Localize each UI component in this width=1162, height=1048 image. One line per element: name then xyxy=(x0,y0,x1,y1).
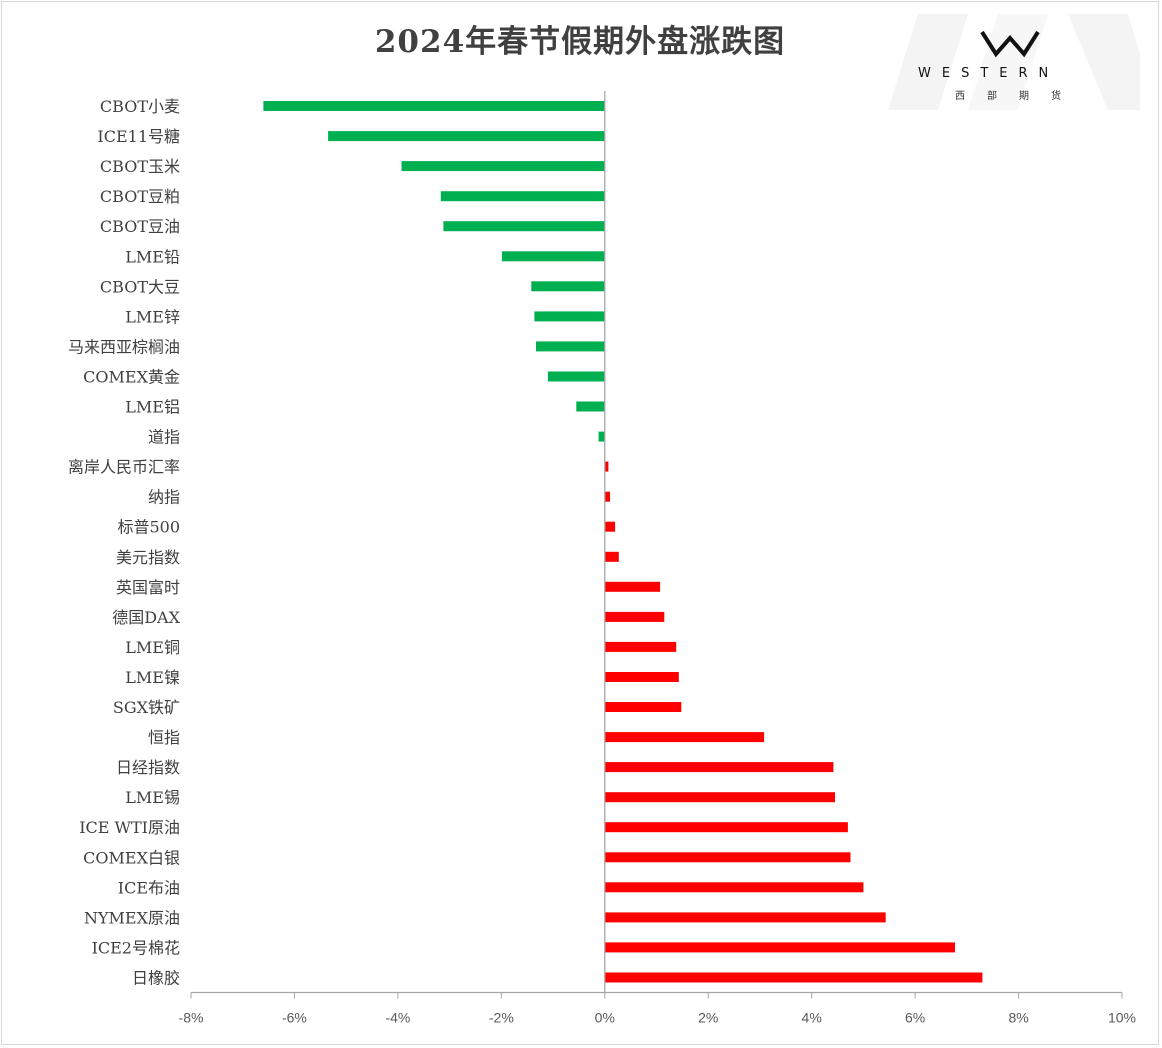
category-label: ICE布油 xyxy=(118,878,180,897)
category-label: 马来西亚棕榈油 xyxy=(68,337,180,356)
category-label: ICE2号棉花 xyxy=(92,938,180,957)
bar-4 xyxy=(443,221,605,232)
category-label: CBOT豆油 xyxy=(100,217,180,236)
category-label: 日橡胶 xyxy=(132,969,180,988)
category-label: 标普500 xyxy=(117,518,180,537)
bar-13 xyxy=(604,491,610,502)
bar-21 xyxy=(604,732,765,743)
bar-24 xyxy=(604,822,848,833)
category-label: ICE11号糖 xyxy=(97,127,180,146)
bar-0 xyxy=(263,101,605,111)
logo-background-icon xyxy=(888,14,1140,110)
x-tick-label: -4% xyxy=(385,1010,410,1026)
bars-group xyxy=(263,101,983,983)
category-label: LME锌 xyxy=(125,307,180,326)
category-label: LME铅 xyxy=(125,247,180,266)
bar-28 xyxy=(604,942,955,953)
category-label: COMEX白银 xyxy=(83,848,180,867)
bar-16 xyxy=(604,581,661,592)
logo-text: WESTERN xyxy=(918,66,1060,81)
x-tick-label: -6% xyxy=(282,1010,307,1026)
bar-2 xyxy=(401,161,605,172)
bar-15 xyxy=(604,551,619,562)
chart-title: 2024年春节假期外盘涨跌图 xyxy=(374,24,786,60)
category-label: CBOT大豆 xyxy=(100,277,180,296)
x-tick-label: 8% xyxy=(1008,1010,1028,1026)
category-label: CBOT玉米 xyxy=(100,157,180,176)
category-label: SGX铁矿 xyxy=(113,698,180,717)
bar-10 xyxy=(576,401,605,412)
bar-8 xyxy=(536,341,605,352)
category-label: CBOT小麦 xyxy=(100,97,180,116)
x-tick-labels: -8% -6% -4% -2% 0% 2% 4% 6% 8% 10% xyxy=(179,1010,1136,1026)
bar-17 xyxy=(604,611,665,622)
category-label: 美元指数 xyxy=(116,548,180,567)
bar-1 xyxy=(328,131,605,142)
bar-6 xyxy=(531,281,605,292)
category-label: 纳指 xyxy=(148,488,180,507)
category-label: 离岸人民币汇率 xyxy=(68,458,180,477)
bar-14 xyxy=(604,521,616,532)
x-tick-marks xyxy=(190,992,1123,999)
x-tick-label: 0% xyxy=(595,1010,615,1026)
bar-23 xyxy=(604,792,835,803)
x-tick-label: -8% xyxy=(179,1010,204,1026)
category-label: LME镍 xyxy=(125,668,180,687)
category-label: CBOT豆粕 xyxy=(100,187,180,206)
category-label: ICE WTI原油 xyxy=(79,818,180,837)
x-tick-label: 2% xyxy=(698,1010,718,1026)
bar-18 xyxy=(604,641,677,652)
x-tick-label: 10% xyxy=(1108,1010,1136,1026)
x-tick-label: 6% xyxy=(905,1010,925,1026)
bar-11 xyxy=(598,431,605,442)
bar-7 xyxy=(534,311,605,322)
bar-27 xyxy=(604,912,886,923)
x-tick-label: -2% xyxy=(489,1010,514,1026)
category-label: NYMEX原油 xyxy=(84,908,180,927)
bar-5 xyxy=(501,251,605,262)
category-label: 日经指数 xyxy=(116,758,180,777)
category-label: LME铝 xyxy=(125,398,180,417)
bar-9 xyxy=(547,371,605,382)
category-label: 道指 xyxy=(148,428,180,447)
category-label: 英国富时 xyxy=(116,578,180,597)
bar-12 xyxy=(604,461,609,472)
bar-25 xyxy=(604,852,851,863)
western-logo xyxy=(878,14,1140,110)
category-label: 德国DAX xyxy=(112,608,180,627)
logo-subtext: 西部期货 xyxy=(955,91,1083,102)
category-label: 恒指 xyxy=(148,728,180,747)
category-label: LME铜 xyxy=(125,638,180,657)
bar-19 xyxy=(604,672,679,682)
category-label: LME锡 xyxy=(125,788,180,807)
bar-3 xyxy=(440,191,605,202)
bar-20 xyxy=(604,702,682,712)
bar-26 xyxy=(604,882,864,893)
category-label: COMEX黄金 xyxy=(83,368,180,387)
bar-22 xyxy=(604,762,834,773)
bar-29 xyxy=(604,972,983,983)
x-tick-label: 4% xyxy=(802,1010,822,1026)
category-labels: CBOT小麦 ICE11号糖 CBOT玉米 CBOT豆粕 CBOT豆油 LME铅 CBOT大… xyxy=(68,97,181,988)
